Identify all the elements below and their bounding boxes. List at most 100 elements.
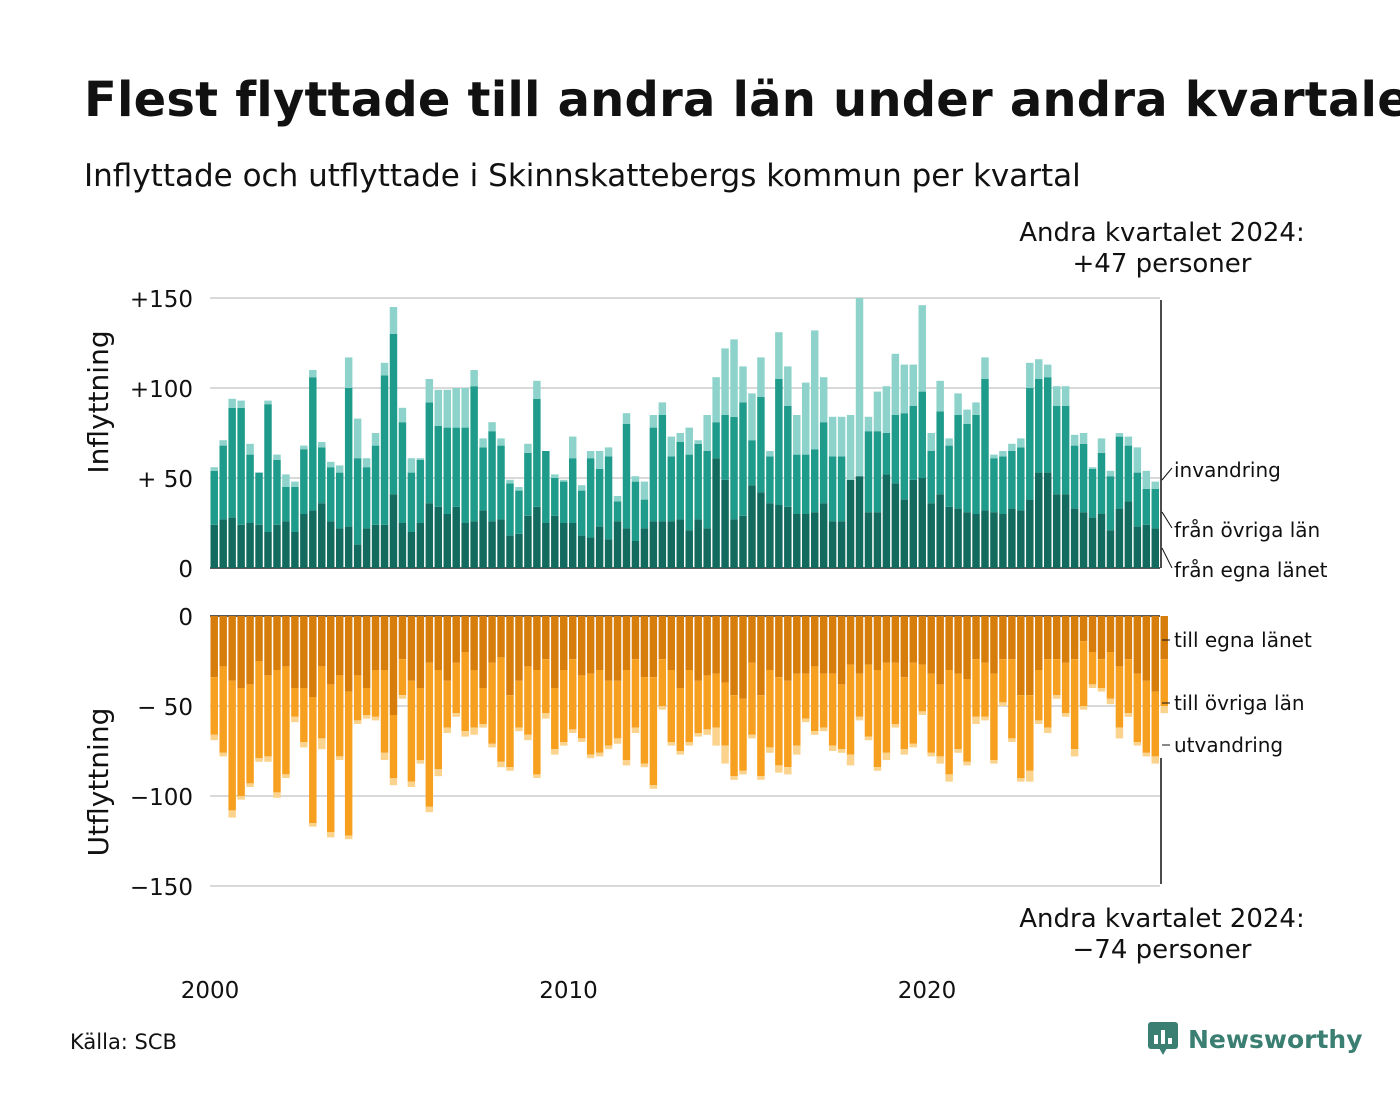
inflow-bar-other-counties [1142, 488, 1151, 525]
outflow-bar-own-county [837, 616, 846, 685]
outflow-bar-emigration [282, 774, 290, 778]
inflow-bar-immigration [416, 458, 425, 460]
outflow-bar-other-counties [613, 680, 622, 739]
outflow-bar-emigration [228, 810, 236, 818]
chart-title: Flest flyttade till andra län under andr… [84, 72, 1400, 128]
outflow-bar-other-counties [1160, 659, 1168, 706]
outflow-bar-emigration [873, 767, 882, 771]
inflow-bar-immigration [1017, 438, 1025, 448]
inflow-bar-immigration [622, 413, 631, 424]
series-leader-line [1161, 547, 1173, 569]
outflow-bar-own-county [327, 616, 335, 685]
inflow-bar-own-county [999, 514, 1007, 568]
outflow-bar-other-counties [434, 670, 443, 769]
inflow-bar-own-county [721, 479, 729, 568]
outflow-bar-own-county [353, 616, 362, 676]
outflow-bar-emigration [703, 729, 711, 735]
latest-inflow-annotation-line1: Andra kvartalet 2024: [1019, 218, 1305, 248]
inflow-bar-own-county [300, 514, 308, 568]
brand-name: Newsworthy [1188, 1024, 1363, 1054]
inflow-bar-own-county [846, 479, 855, 568]
outflow-bar-emigration [1133, 742, 1142, 746]
inflow-bar-immigration [703, 415, 711, 451]
inflow-bar-other-counties [927, 451, 935, 504]
outflow-bar-other-counties [810, 666, 819, 732]
inflow-bar-immigration [515, 487, 523, 491]
lower-y-tick-label: 0 [178, 605, 193, 631]
outflow-bar-emigration [963, 761, 971, 766]
inflow-bar-own-county [318, 503, 326, 568]
outflow-bar-own-county [1052, 616, 1061, 660]
inflow-bar-own-county [542, 523, 550, 568]
inflow-bar-other-counties [864, 431, 873, 513]
outflow-bar-other-counties [560, 670, 568, 742]
inflow-bar-other-counties [273, 460, 281, 525]
outflow-bar-other-counties [479, 688, 487, 724]
inflow-bar-own-county [264, 532, 272, 568]
inflow-bar-other-counties [784, 406, 792, 507]
outflow-bar-own-county [515, 616, 523, 681]
inflow-bar-other-counties [757, 397, 765, 493]
inflow-bar-other-counties [712, 422, 720, 459]
x-axis-year-label: 2000 [181, 978, 240, 1004]
outflow-bar-emigration [309, 823, 317, 827]
inflow-bar-own-county [766, 503, 774, 568]
inflow-bar-immigration [927, 433, 935, 451]
inflow-bar-own-county [828, 521, 837, 568]
inflow-bar-own-county [398, 523, 407, 568]
inflow-bar-other-counties [658, 415, 667, 522]
inflow-bar-own-county [434, 506, 443, 568]
inflow-bar-own-county [703, 528, 711, 568]
outflow-bar-own-county [1070, 616, 1079, 660]
inflow-bar-other-counties [1088, 469, 1097, 518]
inflow-bar-immigration [273, 454, 281, 460]
outflow-bar-emigration [667, 742, 676, 746]
inflow-bar-immigration [398, 407, 407, 423]
inflow-bar-immigration [604, 447, 613, 457]
outflow-bar-other-counties [416, 688, 425, 760]
outflow-bar-emigration [425, 806, 434, 813]
inflow-bar-own-county [551, 515, 559, 568]
outflow-bar-other-counties [846, 664, 855, 755]
outflow-bar-emigration [452, 713, 460, 717]
inflow-bar-immigration [568, 436, 577, 459]
inflow-bar-own-county [1035, 472, 1043, 568]
inflow-bar-other-counties [515, 490, 523, 534]
inflow-bar-own-county [210, 524, 218, 568]
outflow-bar-other-counties [631, 659, 640, 728]
outflow-bar-own-county [461, 616, 469, 652]
outflow-bar-other-counties [443, 680, 451, 728]
outflow-bar-own-county [882, 616, 891, 663]
outflow-bar-own-county [802, 616, 810, 674]
inflow-bar-own-county [981, 510, 989, 568]
outflow-bar-other-counties [515, 680, 523, 728]
outflow-bar-own-county [434, 616, 443, 670]
outflow-bar-other-counties [595, 670, 604, 753]
brand-logo[interactable]: Newsworthy [1148, 1022, 1363, 1056]
inflow-bar-own-county [855, 476, 864, 568]
outflow-bar-emigration [676, 751, 684, 755]
outflow-bar-emigration [1115, 727, 1124, 739]
outflow-bar-other-counties [649, 677, 658, 786]
inflow-bar-other-counties [246, 454, 254, 523]
outflow-bar-other-counties [1061, 662, 1070, 714]
outflow-bar-other-counties [568, 659, 577, 730]
outflow-bar-own-county [712, 616, 720, 674]
inflow-bar-other-counties [470, 386, 478, 522]
inflow-bar-immigration [981, 357, 989, 379]
outflow-bar-other-counties [676, 688, 684, 751]
outflow-bar-emigration [1106, 698, 1115, 705]
inflow-bar-immigration [488, 422, 496, 432]
outflow-bar-emigration [344, 835, 353, 840]
outflow-bar-own-county [649, 616, 658, 678]
inflow-bar-immigration [1008, 443, 1016, 451]
outflow-bar-own-county [219, 616, 227, 667]
inflow-bar-own-county [425, 503, 434, 568]
outflow-bar-other-counties [255, 661, 263, 759]
outflow-bar-own-county [524, 616, 532, 667]
inflow-bar-other-counties [586, 458, 595, 538]
outflow-bar-other-counties [1035, 670, 1043, 721]
outflow-bar-emigration [1070, 749, 1079, 757]
inflow-bar-other-counties [649, 427, 658, 522]
inflow-bar-own-county [488, 521, 496, 568]
